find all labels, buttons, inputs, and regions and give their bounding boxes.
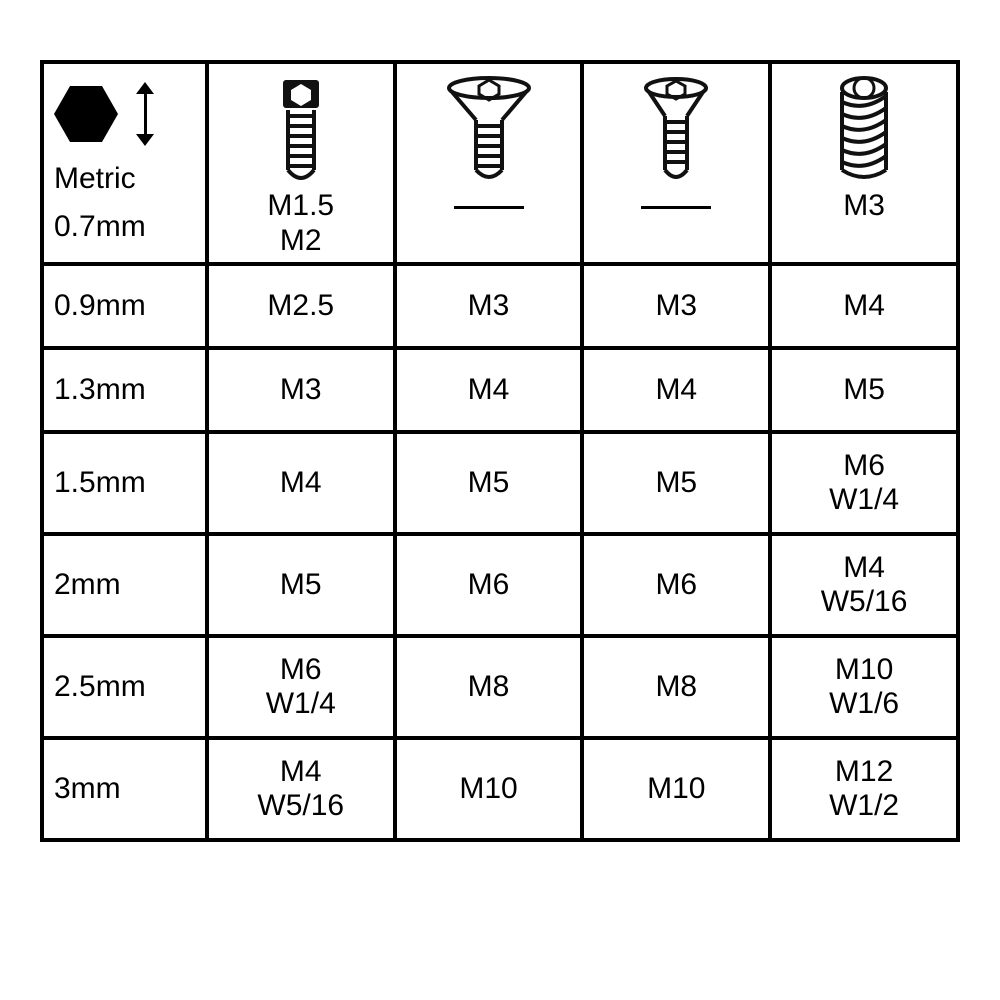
socket-head-screw-icon: [271, 74, 331, 184]
size-table: Metric 0.7mm: [40, 60, 960, 842]
countersunk-narrow-screw-icon: [639, 74, 713, 184]
cell: M10W1/6: [770, 636, 958, 738]
header-row: Metric 0.7mm: [42, 62, 958, 264]
hex-key-size-chart: Metric 0.7mm: [0, 0, 1000, 1000]
hex-key-header-cell: Metric 0.7mm: [42, 62, 207, 264]
cell: M3: [582, 264, 770, 348]
size-arrow-icon: [136, 82, 154, 146]
cell: M8: [395, 636, 583, 738]
cell: M6W1/4: [770, 432, 958, 534]
cell: M2.5: [207, 264, 395, 348]
table-row: 2.5mm M6W1/4 M8 M8 M10W1/6: [42, 636, 958, 738]
table-row: 1.5mm M4 M5 M5 M6W1/4: [42, 432, 958, 534]
cell: M5: [395, 432, 583, 534]
cell: M3: [207, 348, 395, 432]
size-label: 1.3mm: [42, 348, 207, 432]
cell: M10: [395, 738, 583, 840]
dash-icon: [454, 206, 524, 209]
cell: M6W1/4: [207, 636, 395, 738]
size-label: 0.9mm: [42, 264, 207, 348]
size-label: 2.5mm: [42, 636, 207, 738]
cell: M10: [582, 738, 770, 840]
cell: M4: [207, 432, 395, 534]
cell: M12W1/2: [770, 738, 958, 840]
cell: M5: [770, 348, 958, 432]
hexagon-icon: [54, 86, 118, 142]
cell: M4: [582, 348, 770, 432]
col-header-countersunk-narrow: [582, 62, 770, 264]
cell: M6: [582, 534, 770, 636]
table-row: 0.9mm M2.5 M3 M3 M4: [42, 264, 958, 348]
cell: M5: [582, 432, 770, 534]
cell-0-0: M1.5 M2: [211, 189, 391, 258]
set-screw-icon: [836, 74, 892, 184]
cell-0-2: [586, 189, 766, 224]
table-row: 3mm M4W5/16 M10 M10 M12W1/2: [42, 738, 958, 840]
size-label: 2mm: [42, 534, 207, 636]
table-row: 2mm M5 M6 M6 M4W5/16: [42, 534, 958, 636]
countersunk-wide-screw-icon: [444, 74, 534, 184]
size-label: 3mm: [42, 738, 207, 840]
dash-icon: [641, 206, 711, 209]
metric-label: Metric: [54, 162, 136, 197]
col-header-countersunk-wide: [395, 62, 583, 264]
cell: M8: [582, 636, 770, 738]
cell: M6: [395, 534, 583, 636]
first-size-label: 0.7mm: [54, 210, 146, 245]
cell: M4W5/16: [207, 738, 395, 840]
cell: M3: [395, 264, 583, 348]
col-header-socket-head: M1.5 M2: [207, 62, 395, 264]
cell: M4W5/16: [770, 534, 958, 636]
cell-0-1: [399, 189, 579, 224]
cell: M4: [395, 348, 583, 432]
size-label: 1.5mm: [42, 432, 207, 534]
table-row: 1.3mm M3 M4 M4 M5: [42, 348, 958, 432]
cell: M5: [207, 534, 395, 636]
cell: M4: [770, 264, 958, 348]
hex-icon-wrap: [54, 82, 154, 146]
cell-0-3: M3: [774, 189, 954, 224]
col-header-set-screw: M3: [770, 62, 958, 264]
